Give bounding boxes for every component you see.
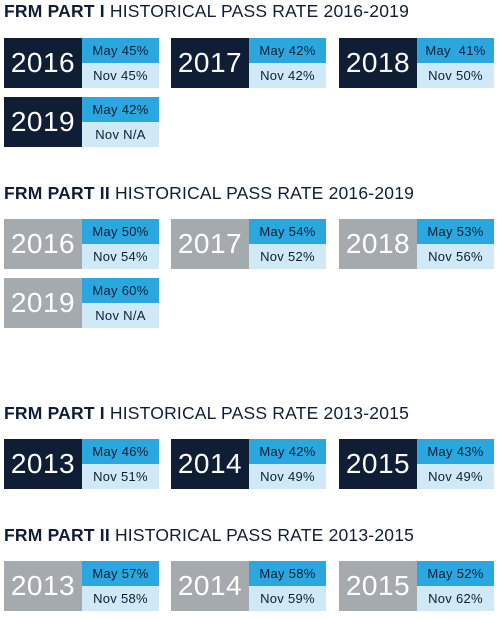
nov-rate: Nov 62%: [417, 586, 494, 611]
year-label: 2017: [171, 38, 249, 88]
heading-rest: HISTORICAL PASS RATE 2016-2019: [104, 1, 409, 21]
year-tile-2018: 2018 May 41% Nov 50%: [339, 38, 494, 88]
year-label: 2018: [339, 219, 417, 269]
year-tile-2017: 2017 May 42% Nov 42%: [171, 38, 326, 88]
year-label: 2016: [4, 219, 82, 269]
may-rate: May 46%: [82, 439, 159, 464]
year-label: 2018: [339, 38, 417, 88]
year-tile-2016: 2016 May 50% Nov 54%: [4, 219, 159, 269]
section-heading-part2-2013-2015: FRM PART II HISTORICAL PASS RATE 2013-20…: [4, 525, 414, 546]
heading-bold: FRM PART II: [4, 183, 110, 203]
nov-rate: Nov 52%: [249, 244, 326, 269]
year-tile-2018: 2018 May 53% Nov 56%: [339, 219, 494, 269]
may-rate: May 43%: [417, 439, 494, 464]
year-tile-2014: 2014 May 58% Nov 59%: [171, 561, 326, 611]
may-rate: May 42%: [249, 38, 326, 63]
nov-rate: Nov N/A: [82, 122, 159, 147]
heading-rest: HISTORICAL PASS RATE 2016-2019: [109, 183, 415, 203]
year-tile-2015: 2015 May 52% Nov 62%: [339, 561, 494, 611]
nov-rate: Nov 50%: [417, 63, 494, 88]
year-tile-2014: 2014 May 42% Nov 49%: [171, 439, 326, 489]
year-tile-2015: 2015 May 43% Nov 49%: [339, 439, 494, 489]
section-heading-part1-2013-2015: FRM PART I HISTORICAL PASS RATE 2013-201…: [4, 403, 409, 424]
may-rate: May 52%: [417, 561, 494, 586]
may-rate: May 42%: [249, 439, 326, 464]
nov-rate: Nov 45%: [82, 63, 159, 88]
may-rate: May 60%: [82, 278, 159, 303]
year-tile-2016: 2016 May 45% Nov 45%: [4, 38, 159, 88]
year-tile-2017: 2017 May 54% Nov 52%: [171, 219, 326, 269]
section-heading-part2-2016-2019: FRM PART II HISTORICAL PASS RATE 2016-20…: [4, 183, 414, 204]
may-rate: May 50%: [82, 219, 159, 244]
nov-rate: Nov 58%: [82, 586, 159, 611]
nov-rate: Nov 51%: [82, 464, 159, 489]
year-label: 2014: [171, 561, 249, 611]
heading-bold: FRM PART I: [4, 403, 105, 423]
nov-rate: Nov 56%: [417, 244, 494, 269]
may-rate: May 58%: [249, 561, 326, 586]
year-label: 2013: [4, 561, 82, 611]
heading-bold: FRM PART I: [4, 1, 105, 21]
may-rate: May 42%: [82, 97, 159, 122]
year-label: 2016: [4, 38, 82, 88]
heading-rest: HISTORICAL PASS RATE 2013-2015: [109, 525, 415, 545]
may-rate: May 54%: [249, 219, 326, 244]
year-tile-2013: 2013 May 57% Nov 58%: [4, 561, 159, 611]
nov-rate: Nov 49%: [249, 464, 326, 489]
nov-rate: Nov 59%: [249, 586, 326, 611]
may-rate: May 53%: [417, 219, 494, 244]
year-label: 2015: [339, 439, 417, 489]
nov-rate: Nov 54%: [82, 244, 159, 269]
heading-bold: FRM PART II: [4, 525, 110, 545]
year-label: 2015: [339, 561, 417, 611]
year-label: 2019: [4, 278, 82, 328]
nov-rate: Nov 49%: [417, 464, 494, 489]
nov-rate: Nov 42%: [249, 63, 326, 88]
may-rate: May 45%: [82, 38, 159, 63]
nov-rate: Nov N/A: [82, 303, 159, 328]
year-label: 2013: [4, 439, 82, 489]
section-heading-part1-2016-2019: FRM PART I HISTORICAL PASS RATE 2016-201…: [4, 1, 409, 22]
may-rate: May 41%: [417, 38, 494, 63]
year-tile-2019: 2019 May 60% Nov N/A: [4, 278, 159, 328]
heading-rest: HISTORICAL PASS RATE 2013-2015: [104, 403, 409, 423]
year-label: 2014: [171, 439, 249, 489]
year-tile-2019: 2019 May 42% Nov N/A: [4, 97, 159, 147]
year-label: 2017: [171, 219, 249, 269]
year-tile-2013: 2013 May 46% Nov 51%: [4, 439, 159, 489]
year-label: 2019: [4, 97, 82, 147]
may-rate: May 57%: [82, 561, 159, 586]
